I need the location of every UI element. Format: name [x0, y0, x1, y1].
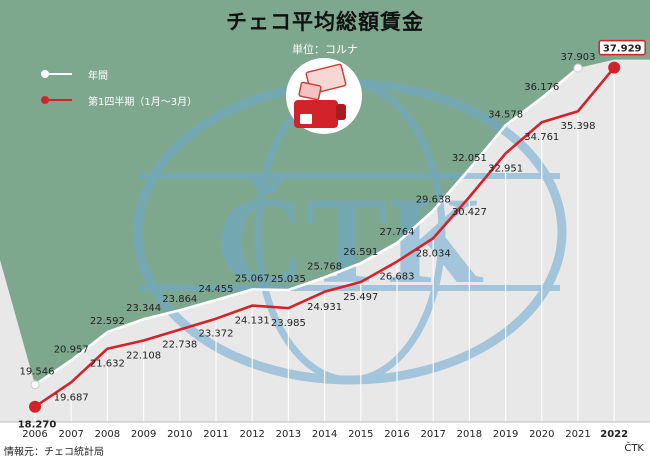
- data-label-annual: 37.903: [561, 52, 596, 63]
- x-tick-label: 2009: [131, 429, 156, 440]
- x-tick-label: 2010: [167, 429, 192, 440]
- data-label-q1: 18.270: [18, 420, 57, 431]
- legend-line-q1: [42, 99, 72, 101]
- source-note: 情報元：チェコ統計局: [4, 447, 104, 458]
- legend-marker-annual: [41, 70, 49, 78]
- annual-end-point: [573, 63, 583, 73]
- data-label-annual: 23.344: [126, 303, 161, 314]
- x-tick-label: 2021: [565, 429, 590, 440]
- data-label-annual: 32.051: [452, 153, 487, 164]
- data-label-annual: 34.578: [488, 109, 523, 120]
- data-label-q1: 35.398: [561, 121, 596, 132]
- x-tick-label: 2006: [22, 429, 47, 440]
- x-tick-label: 2017: [420, 429, 445, 440]
- data-label-annual: 29.638: [416, 195, 451, 206]
- chart-subtitle: 単位：コルナ: [292, 43, 358, 56]
- chart-title: チェコ平均総額賃金: [226, 10, 424, 34]
- x-tick-label: 2016: [384, 429, 409, 440]
- data-label-q1: 30.427: [452, 207, 487, 218]
- data-label-annual: 23.864: [162, 294, 197, 305]
- data-label-q1: 24.131: [235, 316, 270, 327]
- x-tick-label: 2015: [348, 429, 373, 440]
- q1-end-point: [608, 61, 621, 74]
- data-label-annual: 25.035: [271, 274, 306, 285]
- hand-icon: [336, 104, 346, 120]
- x-tick-label: 2011: [203, 429, 228, 440]
- background-panel: [0, 59, 650, 422]
- x-tick-label: 2012: [239, 429, 264, 440]
- x-tick-label: 2022: [600, 429, 628, 440]
- data-label-annual: 25.768: [307, 261, 342, 272]
- legend-label-annual: 年間: [88, 71, 108, 82]
- x-tick-label: 2007: [58, 429, 83, 440]
- data-label-q1: 26.683: [380, 272, 415, 283]
- x-tick-label: 2018: [457, 429, 482, 440]
- highlight-box: [598, 39, 646, 56]
- wallet-icon: [286, 58, 362, 134]
- x-tick-label: 2008: [95, 429, 120, 440]
- data-label-q1: 24.931: [307, 302, 342, 313]
- data-label-q1: 32.951: [488, 163, 523, 174]
- data-label-q1: 37.929: [603, 44, 642, 55]
- data-label-q1: 19.687: [54, 392, 89, 403]
- series-line-annual: [34, 67, 579, 386]
- x-tick-label: 2013: [276, 429, 301, 440]
- legend-marker-q1: [41, 96, 49, 104]
- data-label-q1: 21.632: [90, 359, 125, 370]
- data-label-q1: 22.108: [126, 351, 161, 362]
- data-label-q1: 22.738: [162, 340, 197, 351]
- banknote-icon: [298, 81, 322, 101]
- q1-start-point: [29, 400, 41, 413]
- data-label-annual: 24.455: [199, 284, 234, 295]
- brand-label: ČTK: [624, 443, 644, 454]
- x-tick-label: 2019: [493, 429, 518, 440]
- wallet-clasp-icon: [300, 114, 312, 124]
- data-label-annual: 20.957: [54, 344, 89, 355]
- data-label-annual: 36.176: [524, 82, 559, 93]
- data-label-annual: 25.067: [235, 273, 270, 284]
- data-label-q1: 23.985: [271, 318, 306, 329]
- data-label-q1: 34.761: [524, 132, 559, 143]
- plot-area: 2006 2007 2008 2009 2010 2011 2012 2013 2014 2015…: [0, 39, 650, 440]
- x-tick-label: 2014: [312, 429, 337, 440]
- legend-line-annual: [42, 73, 72, 75]
- series-line-q1: [34, 66, 616, 408]
- data-label-q1: 23.372: [199, 329, 234, 340]
- data-label-annual: 27.764: [380, 227, 415, 238]
- annual-start-point: [30, 380, 40, 390]
- data-label-annual: 22.592: [90, 316, 125, 327]
- data-label-q1: 28.034: [416, 248, 451, 259]
- data-label-annual: 19.546: [20, 367, 55, 378]
- legend-label-q1: 第1四半期（1月～3月）: [88, 97, 198, 108]
- axis-band: [0, 422, 650, 459]
- data-label-annual: 26.591: [343, 247, 378, 258]
- data-label-q1: 25.497: [343, 292, 378, 303]
- x-tick-label: 2020: [529, 429, 554, 440]
